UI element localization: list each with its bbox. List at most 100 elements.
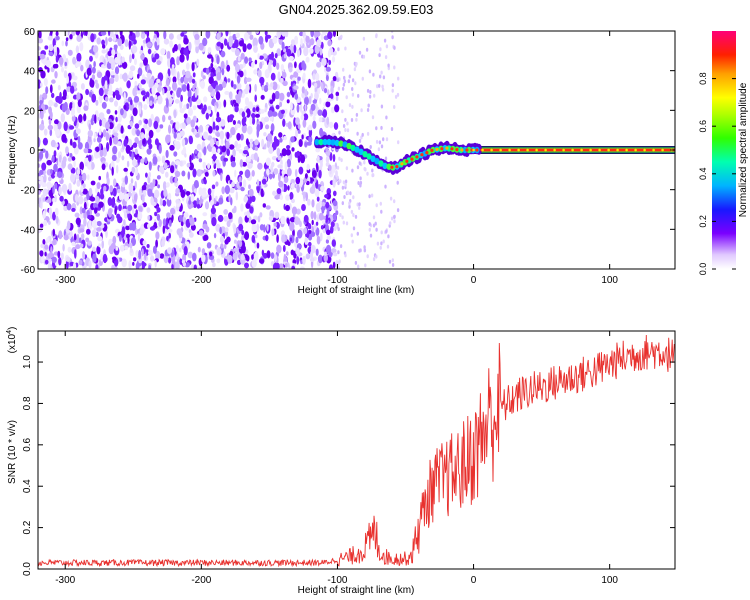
noise-blob xyxy=(220,243,224,249)
noise-blob xyxy=(270,82,274,88)
noise-blob xyxy=(100,253,104,262)
noise-blob xyxy=(56,171,63,178)
noise-blob xyxy=(207,163,211,170)
track-peak xyxy=(517,148,520,152)
colorbar-tick-label: 0.6 xyxy=(698,120,708,133)
noise-blob xyxy=(69,34,73,40)
noise-blob xyxy=(113,132,119,137)
noise-blob xyxy=(155,239,159,248)
noise-blob xyxy=(38,67,43,73)
noise-blob xyxy=(215,195,218,200)
noise-blob xyxy=(78,237,82,244)
noise-blob xyxy=(115,246,119,251)
noise-blob xyxy=(39,250,44,257)
snr-x-axis: -300 -200 -100 0 100 xyxy=(55,331,618,586)
noise-blob xyxy=(314,31,318,39)
noise-blob xyxy=(272,190,277,196)
noise-blob xyxy=(284,266,290,269)
noise-blob xyxy=(363,248,367,253)
noise-blob xyxy=(114,66,120,75)
noise-blob xyxy=(101,49,107,54)
noise-blob xyxy=(303,46,309,57)
noise-blob xyxy=(241,161,247,167)
noise-blob xyxy=(240,52,245,60)
noise-blob xyxy=(381,84,384,89)
noise-blob xyxy=(52,211,56,221)
noise-blob xyxy=(316,235,321,245)
noise-blob xyxy=(40,200,43,210)
noise-blob xyxy=(159,124,164,129)
noise-blob xyxy=(67,49,73,56)
noise-blob xyxy=(108,122,114,130)
noise-blob xyxy=(148,250,154,256)
noise-blob xyxy=(239,170,244,176)
noise-blob xyxy=(332,213,337,221)
noise-blob xyxy=(94,79,98,84)
noise-blob xyxy=(274,53,278,59)
noise-blob xyxy=(129,54,132,64)
noise-blob xyxy=(48,44,54,52)
track-peak xyxy=(370,155,376,162)
noise-blob xyxy=(102,147,107,157)
noise-blob xyxy=(203,179,207,185)
noise-blob xyxy=(232,252,238,261)
noise-blob xyxy=(308,241,312,247)
noise-blob xyxy=(293,85,299,90)
noise-blob xyxy=(189,98,192,108)
noise-blob xyxy=(241,235,244,242)
noise-blob xyxy=(295,128,298,138)
noise-blob xyxy=(363,160,366,165)
noise-blob xyxy=(97,235,103,242)
noise-blob xyxy=(88,154,92,162)
noise-blob xyxy=(248,31,252,36)
noise-blob xyxy=(197,151,202,159)
noise-blob xyxy=(216,132,221,137)
noise-blob xyxy=(101,39,105,46)
noise-blob xyxy=(141,248,144,257)
noise-blob xyxy=(185,191,191,196)
noise-blob xyxy=(131,152,134,161)
noise-blob xyxy=(351,92,355,97)
noise-blob xyxy=(351,168,354,173)
noise-blob xyxy=(362,36,366,41)
noise-blob xyxy=(189,217,192,223)
y-tick-label: 40 xyxy=(24,67,36,78)
noise-blob xyxy=(312,115,316,121)
noise-blob xyxy=(243,196,249,203)
noise-blob xyxy=(301,92,305,99)
noise-blob xyxy=(179,107,185,114)
noise-blob xyxy=(128,260,132,269)
noise-blob xyxy=(328,264,334,269)
noise-blob xyxy=(283,136,287,141)
noise-blob xyxy=(196,58,200,66)
noise-blob xyxy=(213,232,217,239)
noise-blob xyxy=(83,201,87,210)
noise-blob xyxy=(286,48,292,57)
noise-blob xyxy=(83,211,87,220)
noise-blob xyxy=(350,209,354,214)
noise-blob xyxy=(337,181,340,186)
noise-blob xyxy=(281,71,287,79)
noise-blob xyxy=(38,46,41,51)
noise-blob xyxy=(38,151,44,160)
noise-blob xyxy=(220,50,226,58)
noise-blob xyxy=(156,175,161,180)
noise-blob xyxy=(272,36,278,44)
noise-blob xyxy=(210,72,214,78)
noise-blob xyxy=(40,70,46,79)
noise-blob xyxy=(59,195,64,202)
noise-blob xyxy=(391,83,395,88)
noise-blob xyxy=(272,81,278,91)
noise-blob xyxy=(45,150,49,159)
noise-blob xyxy=(144,157,148,164)
colorbar-tick-label: 0.8 xyxy=(698,72,708,85)
noise-blob xyxy=(246,77,252,83)
noise-blob xyxy=(156,213,161,221)
track-peak xyxy=(314,138,320,146)
noise-blob xyxy=(98,112,105,120)
noise-blob xyxy=(241,111,246,118)
noise-blob xyxy=(211,216,217,227)
noise-blob xyxy=(183,246,188,256)
noise-blob xyxy=(242,43,247,53)
noise-blob xyxy=(145,172,148,178)
